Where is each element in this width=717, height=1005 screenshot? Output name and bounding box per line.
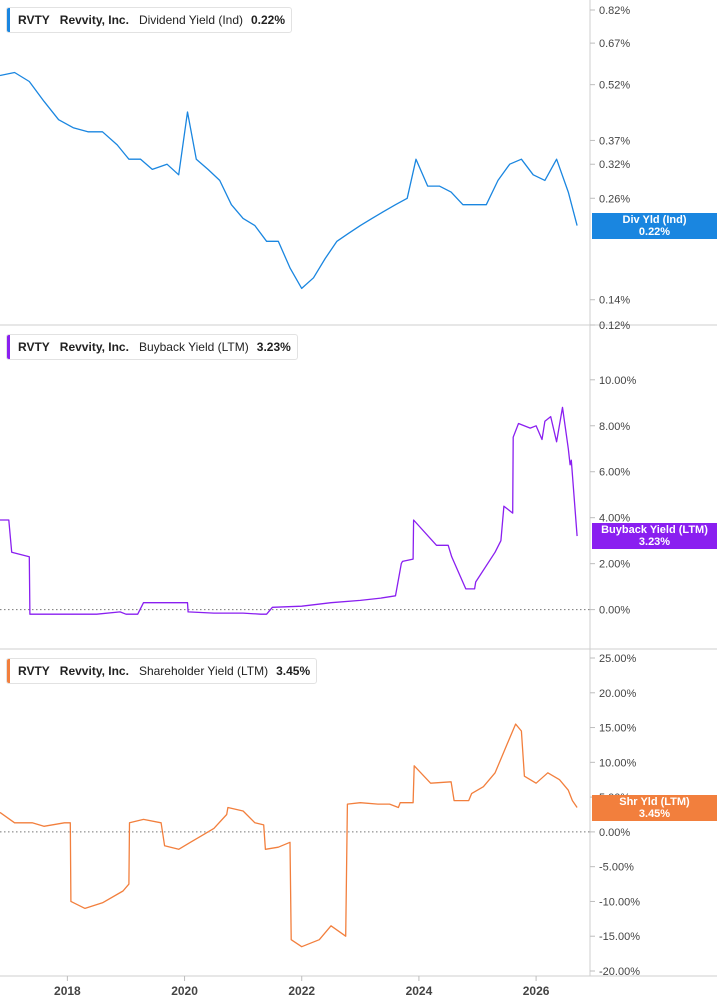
legend-ticker: RVTY xyxy=(18,340,50,354)
y-tick-label: -15.00% xyxy=(599,931,640,943)
legend-metric: Shareholder Yield (LTM) xyxy=(138,664,269,678)
y-tick-label: 2.00% xyxy=(599,559,630,571)
chart-frame xyxy=(0,0,717,977)
y-tick-label: 0.00% xyxy=(599,605,630,617)
buyback-yield-legend: RVTY Revvity, Inc. Buyback Yield (LTM) 3… xyxy=(6,334,298,360)
dividend-yield-value-tag: Div Yld (Ind) 0.22% xyxy=(592,212,717,239)
y-tick-label: 15.00% xyxy=(599,723,637,735)
buyback-legend-swatch xyxy=(7,335,10,359)
y-tick-label: 20.00% xyxy=(599,688,637,700)
buyback-yield-panel: 10.00% 8.00% 6.00% 4.00% 2.00% 0.00% xyxy=(0,375,637,617)
y-tick-label: 0.82% xyxy=(599,5,630,17)
x-tick-label: 2018 xyxy=(54,984,81,998)
legend-company: Revvity, Inc. xyxy=(59,13,129,27)
dividend-yield-panel: 0.82% 0.67% 0.52% 0.37% 0.32% 0.26% 0.14% 0.12% xyxy=(0,5,630,332)
tag-value: 0.22% xyxy=(638,225,671,238)
shareholder-yield-panel: 25.00%20.00%15.00%10.00%5.00%0.00%-5.00%… xyxy=(0,653,640,978)
x-tick-label: 2024 xyxy=(406,984,433,998)
y-tick-label: -20.00% xyxy=(599,966,640,978)
x-axis: 2018 2020 2022 2024 2026 xyxy=(54,976,550,998)
y-tick-label: 10.00% xyxy=(599,375,637,387)
tag-value: 3.45% xyxy=(638,807,671,820)
x-tick-label: 2026 xyxy=(523,984,550,998)
y-tick-label: -5.00% xyxy=(599,862,634,874)
x-tick-label: 2022 xyxy=(288,984,315,998)
y-tick-label: 0.32% xyxy=(599,159,630,171)
y-tick-label: 10.00% xyxy=(599,757,637,769)
legend-value: 3.45% xyxy=(276,664,311,678)
y-tick-label: 0.67% xyxy=(599,38,630,50)
legend-metric: Buyback Yield (LTM) xyxy=(138,340,249,354)
y-tick-label: 0.52% xyxy=(599,80,630,92)
tag-label: Div Yld (Ind) xyxy=(622,213,687,226)
tag-value: 3.23% xyxy=(638,536,671,549)
legend-ticker: RVTY xyxy=(18,664,50,678)
y-tick-label: 0.12% xyxy=(599,320,630,332)
y-tick-label: 6.00% xyxy=(599,467,630,479)
dividend-yield-legend: RVTY Revvity, Inc. Dividend Yield (Ind) … xyxy=(6,7,293,33)
y-tick-label: 8.00% xyxy=(599,421,630,433)
shareholder-yield-legend: RVTY Revvity, Inc. Shareholder Yield (LT… xyxy=(6,658,318,684)
legend-value: 3.23% xyxy=(256,340,291,354)
buyback-yield-value-tag: Buyback Yield (LTM) 3.23% xyxy=(592,523,717,550)
y-tick-label: 25.00% xyxy=(599,653,637,665)
legend-company: Revvity, Inc. xyxy=(59,340,129,354)
series-line xyxy=(0,723,578,948)
tag-label: Shr Yld (LTM) xyxy=(619,795,690,808)
y-tick-label: 0.37% xyxy=(599,135,630,147)
shareholder-yield-value-tag: Shr Yld (LTM) 3.45% xyxy=(592,794,717,821)
y-tick-label: 4.00% xyxy=(599,513,630,525)
y-tick-label: 0.00% xyxy=(599,827,630,839)
legend-ticker: RVTY xyxy=(18,13,50,27)
legend-metric: Dividend Yield (Ind) xyxy=(138,13,243,27)
legend-value: 0.22% xyxy=(251,13,286,27)
series-line xyxy=(0,406,578,615)
y-tick-label: 0.14% xyxy=(599,295,630,307)
shareholder-legend-swatch xyxy=(7,659,10,683)
series-line xyxy=(0,71,578,290)
y-tick-label: -10.00% xyxy=(599,896,640,908)
x-tick-label: 2020 xyxy=(171,984,198,998)
tag-label: Buyback Yield (LTM) xyxy=(601,524,708,537)
y-tick-label: 0.26% xyxy=(599,193,630,205)
legend-company: Revvity, Inc. xyxy=(59,664,129,678)
dividend-legend-swatch xyxy=(7,8,10,32)
